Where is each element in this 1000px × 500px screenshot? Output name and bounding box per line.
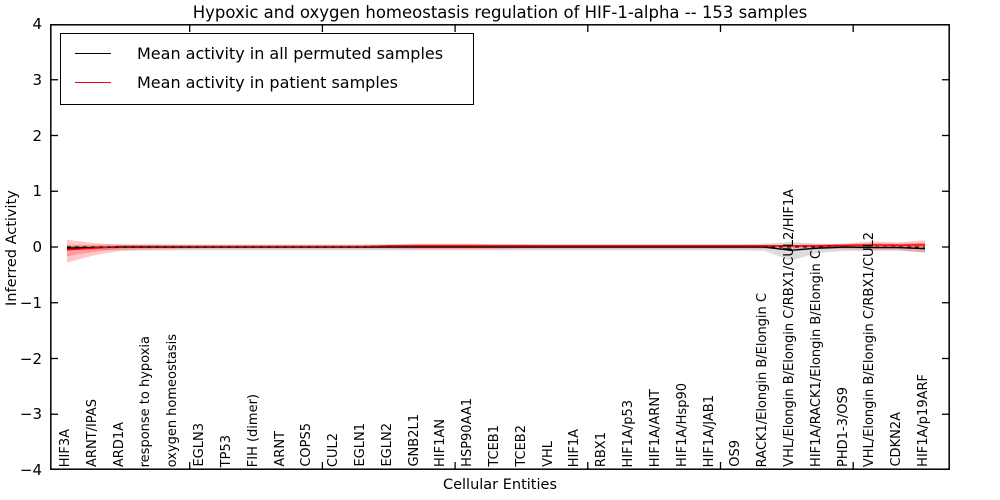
x-tick-label: OS9 [728,440,744,467]
plot-area [50,24,950,470]
x-tick-label: GNB2L1 [406,414,422,467]
x-tick-label: TP53 [218,434,234,467]
x-tick-label: HIF3A [58,428,73,467]
x-tick-label: ARD1A [111,421,127,467]
x-tick-label: oxygen homeostasis [165,333,181,467]
y-tick-label: −1 [19,293,42,312]
x-tick-label: HIF1A/ARNT [647,388,663,467]
legend: Mean activity in all permuted samples Mea… [60,33,475,105]
x-tick-label: COPS5 [299,423,315,467]
x-tick-label: CUL2 [326,432,342,467]
x-tick-label: HIF1A/RACK1/Elongin B/Elongin C [808,250,824,467]
x-tick-label: HIF1A/p53 [621,399,637,467]
y-tick-label: 1 [32,182,42,201]
y-tick-label: 4 [32,15,42,33]
x-tick-label: EGLN3 [192,423,208,467]
axes-frame [50,24,950,470]
legend-label: Mean activity in patient samples [137,73,398,92]
legend-entry: Mean activity in all permuted samples [75,39,443,68]
x-tick-label: VHL/Elongin B/Elongin C/RBX1/CUL2 [862,231,878,467]
x-tick-label: TCEB2 [513,425,529,467]
y-tick-label: −3 [19,405,42,424]
x-tick-label: RBX1 [594,431,610,467]
x-tick-label: VHL [540,441,556,467]
x-tick-label: EGLN2 [379,423,395,467]
legend-entry: Mean activity in patient samples [75,68,443,97]
chart-title: Hypoxic and oxygen homeostasis regulatio… [192,3,808,22]
x-tick-label: FIH (dimer) [245,393,261,467]
x-tick-label: response to hypoxia [138,335,154,467]
x-tick-label: EGLN1 [352,423,368,467]
legend-line-swatch [75,53,111,54]
x-tick-label: CDKN2A [889,412,905,467]
patient-mean-line [66,244,926,251]
x-tick-label: ARNT [272,431,288,467]
x-tick-label: HIF1A/JAB1 [701,394,717,467]
x-axis-label: Cellular Entities [442,477,558,493]
x-tick-label: VHL/Elongin B/Elongin C/RBX1/CUL2/HIF1A [781,189,797,467]
legend-line-swatch [75,82,111,83]
y-tick-label: 3 [32,70,42,89]
y-tick-label: −2 [19,349,42,368]
y-tick-label: 0 [32,238,42,256]
x-tick-label: PHD1-3/OS9 [835,387,851,467]
x-tick-label: TCEB1 [487,425,502,467]
x-tick-label: ARNT/IPAS [84,399,100,467]
x-tick-label: HIF1AN [433,419,449,467]
x-tick-label: HIF1A/Hsp90 [674,383,690,467]
x-tick-label: HSP90AA1 [460,398,476,467]
y-tick-label: 2 [32,126,42,145]
x-tick-label: RACK1/Elongin B/Elongin C [755,292,771,467]
x-tick-label: HIF1A [567,428,583,467]
y-tick-label: −4 [19,461,42,479]
x-tick-label: HIF1A/p19ARF [916,374,931,467]
legend-label: Mean activity in all permuted samples [137,44,444,63]
